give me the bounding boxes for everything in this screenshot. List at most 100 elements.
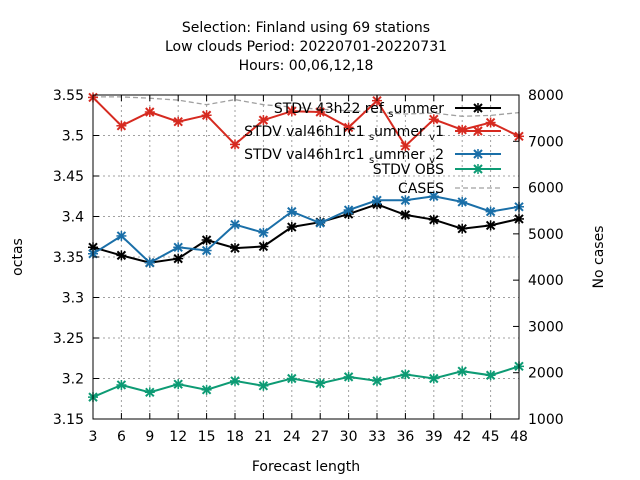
y2-tick-label: 5000 — [528, 227, 564, 243]
series-3-point — [258, 380, 269, 391]
series-0-point — [173, 253, 184, 264]
series-0-point — [230, 243, 240, 254]
series-2-point — [485, 206, 496, 217]
legend-marker-1 — [473, 126, 483, 136]
series-3-point — [201, 384, 212, 395]
legend-marker-2 — [473, 149, 483, 159]
chart-title: Selection: Finland using 69 stations Low… — [165, 20, 447, 74]
series-2-point — [230, 219, 240, 230]
series-2-point — [372, 195, 382, 206]
legend-label-0: STDV 43h22 ref summer — [274, 101, 444, 120]
legend-text-sub: s — [369, 155, 374, 166]
y-axis-ticks: 3.15 3.2 3.25 3.3 3.35 3.4 3.45 3.5 3.55 — [53, 88, 99, 428]
x-tick-label: 39 — [425, 429, 443, 445]
plot-frame — [92, 94, 520, 420]
series-0-point — [400, 209, 411, 220]
x-tick-label: 30 — [340, 429, 358, 445]
series-2-point — [286, 206, 297, 217]
series-0-point — [457, 223, 468, 234]
title-line-2: Low clouds Period: 20220701-20220731 — [165, 39, 447, 55]
x-tick-label: 3 — [89, 429, 98, 445]
series-0-point — [258, 241, 269, 252]
series-4-line — [93, 96, 520, 117]
series-3-point — [116, 379, 127, 390]
legend-text-main: ummer — [393, 101, 444, 117]
series-1-point — [457, 124, 468, 135]
series-0-line — [92, 203, 520, 264]
series-2-point — [116, 230, 127, 241]
legend-text-sub: s — [388, 109, 393, 120]
series-2-point — [428, 191, 439, 202]
series-3-point — [315, 378, 326, 389]
series-1-point — [201, 110, 212, 121]
x-axis-ticks: 3 6 9 12 15 18 21 24 27 30 33 36 39 42 45 48 — [89, 95, 528, 445]
x-tick-label: 45 — [482, 429, 500, 445]
series-0-point — [201, 234, 212, 245]
legend-text-main: ummer — [374, 147, 425, 163]
series-1-point — [116, 120, 127, 131]
series-3-point — [428, 373, 439, 384]
y-tick-label: 3.2 — [62, 372, 84, 388]
grid — [93, 95, 519, 419]
legend-label-3: STDV OBS — [373, 162, 444, 178]
y-axis-label: octas — [10, 238, 26, 276]
series-3-point — [400, 369, 411, 380]
series-3-point — [173, 379, 184, 390]
x-tick-label: 18 — [226, 429, 244, 445]
title-line-1: Selection: Finland using 69 stations — [182, 20, 430, 36]
y-tick-label: 3.15 — [53, 412, 84, 428]
y-tick-label: 3.55 — [53, 88, 84, 104]
series-0-point — [286, 222, 297, 233]
legend-text-sub: v — [429, 155, 435, 166]
series-3-line — [92, 365, 520, 399]
series-3-point — [457, 366, 468, 377]
x-tick-label: 42 — [453, 429, 471, 445]
x-tick-label: 21 — [254, 429, 272, 445]
series-2-line — [92, 195, 520, 264]
x-axis-label: Forecast length — [252, 459, 360, 475]
x-tick-label: 36 — [396, 429, 414, 445]
y2-tick-label: 3000 — [528, 319, 564, 335]
x-tick-label: 9 — [145, 429, 154, 445]
series-0-point — [485, 220, 496, 231]
y-tick-label: 3.25 — [53, 331, 84, 347]
legend-text-main: 1 — [435, 124, 444, 140]
legend-marker-0 — [473, 103, 483, 113]
series-2-point — [201, 245, 212, 256]
legend-label-2: STDV val46h1rc1 summer v2 — [244, 147, 444, 166]
series-1-point — [400, 141, 411, 152]
x-tick-label: 12 — [169, 429, 187, 445]
x-tick-label: 33 — [368, 429, 386, 445]
series-1-point — [485, 117, 496, 128]
series-1-point — [286, 106, 297, 117]
series-3-point — [372, 375, 382, 386]
series-1-point — [343, 122, 354, 133]
cases-series — [93, 96, 520, 117]
y-tick-label: 3.45 — [53, 169, 84, 185]
series-2-point — [173, 242, 184, 253]
x-tick-label: 24 — [283, 429, 301, 445]
series-1-point — [315, 107, 326, 118]
series-2-point — [144, 257, 155, 268]
y2-tick-label: 6000 — [528, 181, 564, 197]
legend-marker-3 — [473, 164, 483, 174]
legend-text-main: 2 — [435, 147, 444, 163]
series-0-point — [116, 250, 127, 261]
y2-axis-label: No cases — [591, 226, 607, 289]
series-2-point — [400, 195, 411, 206]
series-3-point — [485, 370, 496, 381]
series-3-point — [343, 371, 354, 382]
y-tick-label: 3.4 — [62, 210, 84, 226]
series-0-point — [428, 214, 439, 225]
legend-text-sub: s — [369, 132, 374, 143]
series-2-point — [315, 217, 326, 228]
y2-tick-label: 8000 — [528, 88, 564, 104]
series-3-point — [286, 373, 297, 384]
series-2-point — [457, 196, 468, 207]
legend-text-main: STDV 43h22 ref — [274, 101, 388, 117]
legend-text-main: STDV val46h1rc1 — [244, 124, 369, 140]
y2-axis-ticks: 1000 2000 3000 4000 5000 6000 7000 8000 — [513, 88, 564, 428]
y2-tick-label: 4000 — [528, 273, 564, 289]
